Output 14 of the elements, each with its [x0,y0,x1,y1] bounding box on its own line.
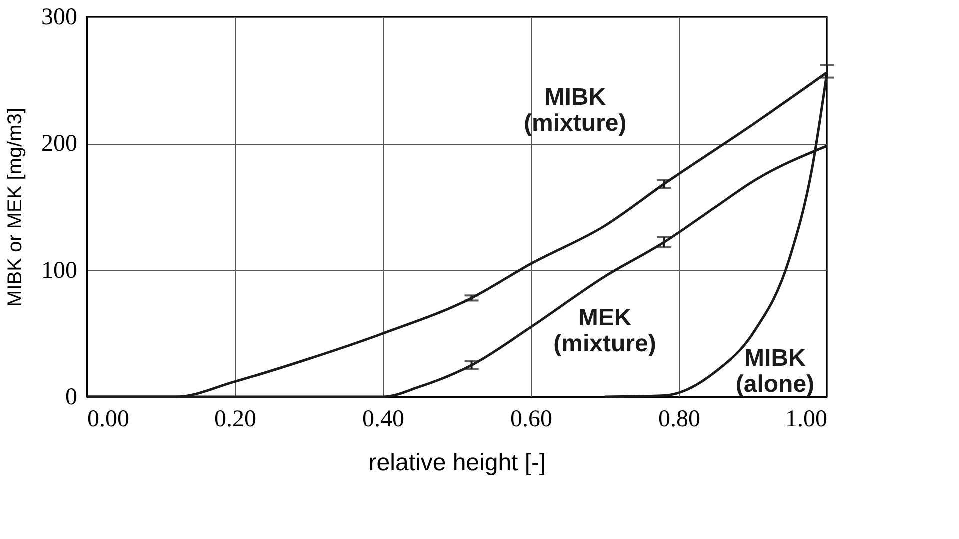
series-label: MEK (mixture) [554,304,656,358]
y-tick-label: 300 [42,4,78,30]
y-tick-label: 200 [42,131,78,158]
y-tick-label: 0 [66,384,78,410]
x-tick-label: 0.40 [362,406,404,432]
x-tick-label: 0.80 [658,406,700,432]
x-tick-label: 1.00 [786,406,828,432]
x-tick-label: 0.00 [88,406,130,432]
series-label: MIBK (alone) [736,345,815,398]
y-axis-title: MIBK or MEK [mg/m3] [4,108,26,307]
x-tick-label: 0.20 [214,406,256,432]
x-tick-label: 0.60 [510,406,552,432]
x-axis-title: relative height [-] [368,450,546,476]
y-tick-label: 100 [42,258,78,284]
